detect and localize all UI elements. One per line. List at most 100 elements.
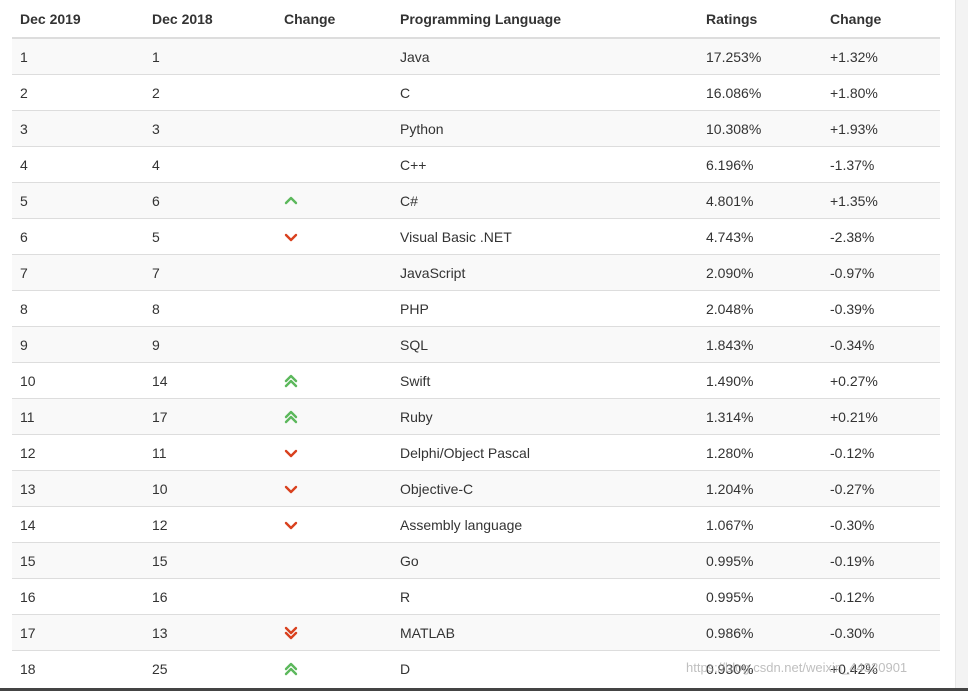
table-row: 10 14 Swift 1.490% +0.27% xyxy=(12,362,940,399)
language-cell: C++ xyxy=(392,146,698,183)
table-row: 16 16 R 0.995% -0.12% xyxy=(12,578,940,615)
chevron-up-icon xyxy=(284,196,298,204)
rating-cell: 6.196% xyxy=(698,146,822,183)
table-row: 14 12 Assembly language 1.067% -0.30% xyxy=(12,506,940,543)
trend-cell xyxy=(276,650,392,686)
rating-change-cell: +0.27% xyxy=(822,362,940,399)
ranking-table-container: Dec 2019 Dec 2018 Change Programming Lan… xyxy=(12,0,940,686)
table-row: 4 4 C++ 6.196% -1.37% xyxy=(12,146,940,183)
trend-cell xyxy=(276,506,392,543)
rank-2018-cell: 9 xyxy=(144,326,276,363)
double-chevron-up-icon xyxy=(284,662,298,675)
header-programming-language[interactable]: Programming Language xyxy=(392,0,698,39)
rank-2018-cell: 25 xyxy=(144,650,276,686)
trend-cell xyxy=(276,398,392,435)
table-body: 1 1 Java 17.253% +1.32% 2 2 C 16.086% +1.80% 3 3 Pyt… xyxy=(12,37,940,686)
rank-2019-cell: 4 xyxy=(12,146,144,183)
ranking-table: Dec 2019 Dec 2018 Change Programming Lan… xyxy=(12,0,940,686)
rank-2019-cell: 7 xyxy=(12,254,144,291)
rank-2019-cell: 6 xyxy=(12,218,144,255)
trend-cell xyxy=(276,254,392,291)
rating-cell: 1.204% xyxy=(698,470,822,507)
language-cell: SQL xyxy=(392,326,698,363)
rating-change-cell: -0.19% xyxy=(822,542,940,579)
rating-change-cell: -0.39% xyxy=(822,290,940,327)
rank-2018-cell: 3 xyxy=(144,110,276,147)
chevron-down-icon xyxy=(284,521,298,529)
trend-cell xyxy=(276,614,392,651)
rating-cell: 1.843% xyxy=(698,326,822,363)
double-chevron-up-icon xyxy=(284,410,298,423)
rating-cell: 17.253% xyxy=(698,37,822,75)
trend-cell xyxy=(276,542,392,579)
header-ratings[interactable]: Ratings xyxy=(698,0,822,39)
header-dec-2018[interactable]: Dec 2018 xyxy=(144,0,276,39)
scrollbar-gutter xyxy=(955,0,968,691)
table-row: 6 5 Visual Basic .NET 4.743% -2.38% xyxy=(12,218,940,255)
bottom-border xyxy=(0,688,968,691)
rating-cell: 1.490% xyxy=(698,362,822,399)
table-row: 1 1 Java 17.253% +1.32% xyxy=(12,37,940,75)
language-cell: Objective-C xyxy=(392,470,698,507)
rating-change-cell: -0.30% xyxy=(822,506,940,543)
rating-cell: 4.743% xyxy=(698,218,822,255)
rank-2018-cell: 13 xyxy=(144,614,276,651)
table-row: 15 15 Go 0.995% -0.19% xyxy=(12,542,940,579)
rank-2019-cell: 14 xyxy=(12,506,144,543)
language-cell: JavaScript xyxy=(392,254,698,291)
rating-cell: 2.048% xyxy=(698,290,822,327)
trend-cell xyxy=(276,326,392,363)
trend-cell xyxy=(276,110,392,147)
rating-change-cell: +0.42% xyxy=(822,650,940,686)
rank-2018-cell: 1 xyxy=(144,37,276,75)
rating-cell: 1.067% xyxy=(698,506,822,543)
rating-cell: 0.995% xyxy=(698,578,822,615)
table-row: 3 3 Python 10.308% +1.93% xyxy=(12,110,940,147)
rank-2019-cell: 18 xyxy=(12,650,144,686)
language-cell: Ruby xyxy=(392,398,698,435)
trend-cell xyxy=(276,434,392,471)
rating-change-cell: -0.34% xyxy=(822,326,940,363)
language-cell: C xyxy=(392,74,698,111)
rank-2018-cell: 4 xyxy=(144,146,276,183)
trend-cell xyxy=(276,290,392,327)
table-row: 5 6 C# 4.801% +1.35% xyxy=(12,182,940,219)
rating-change-cell: -0.30% xyxy=(822,614,940,651)
trend-cell xyxy=(276,74,392,111)
table-row: 17 13 MATLAB 0.986% -0.30% xyxy=(12,614,940,651)
chevron-down-icon xyxy=(284,233,298,241)
chevron-down-icon xyxy=(284,449,298,457)
language-cell: MATLAB xyxy=(392,614,698,651)
rank-2019-cell: 17 xyxy=(12,614,144,651)
rank-2018-cell: 12 xyxy=(144,506,276,543)
table-row: 11 17 Ruby 1.314% +0.21% xyxy=(12,398,940,435)
rating-cell: 4.801% xyxy=(698,182,822,219)
language-cell: Python xyxy=(392,110,698,147)
header-ratings-change[interactable]: Change xyxy=(822,0,940,39)
language-cell: Swift xyxy=(392,362,698,399)
table-header-row: Dec 2019 Dec 2018 Change Programming Lan… xyxy=(12,0,940,39)
rating-change-cell: +1.35% xyxy=(822,182,940,219)
chevron-down-icon xyxy=(284,485,298,493)
rating-cell: 2.090% xyxy=(698,254,822,291)
double-chevron-down-icon xyxy=(284,626,298,639)
rating-cell: 0.986% xyxy=(698,614,822,651)
double-chevron-up-icon xyxy=(284,374,298,387)
rating-change-cell: +1.80% xyxy=(822,74,940,111)
table-row: 12 11 Delphi/Object Pascal 1.280% -0.12% xyxy=(12,434,940,471)
table-row: 8 8 PHP 2.048% -0.39% xyxy=(12,290,940,327)
header-dec-2019[interactable]: Dec 2019 xyxy=(12,0,144,39)
language-cell: C# xyxy=(392,182,698,219)
rating-cell: 1.314% xyxy=(698,398,822,435)
table-row: 13 10 Objective-C 1.204% -0.27% xyxy=(12,470,940,507)
rank-2018-cell: 5 xyxy=(144,218,276,255)
rank-2019-cell: 8 xyxy=(12,290,144,327)
rank-2019-cell: 15 xyxy=(12,542,144,579)
rating-cell: 10.308% xyxy=(698,110,822,147)
language-cell: Go xyxy=(392,542,698,579)
rating-cell: 16.086% xyxy=(698,74,822,111)
language-cell: Visual Basic .NET xyxy=(392,218,698,255)
header-rank-change[interactable]: Change xyxy=(276,0,392,39)
trend-cell xyxy=(276,146,392,183)
rank-2018-cell: 17 xyxy=(144,398,276,435)
